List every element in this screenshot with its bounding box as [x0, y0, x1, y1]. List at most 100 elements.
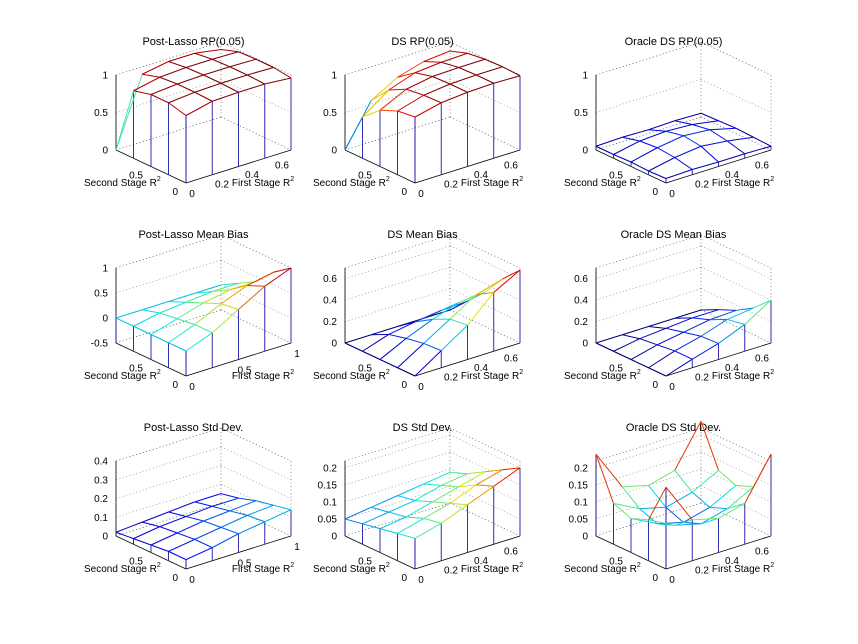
- mesh-segment: [150, 544, 169, 552]
- mesh-segment: [648, 326, 667, 329]
- mesh-segment: [238, 285, 266, 310]
- mesh-segment: [185, 100, 213, 116]
- mesh-segment: [700, 335, 719, 344]
- z-tick-label: 0.1: [574, 497, 588, 508]
- mesh-segment: [449, 484, 477, 504]
- z-tick-label: 0.5: [323, 108, 337, 119]
- mesh-segment: [203, 289, 230, 304]
- mesh-segment: [709, 506, 728, 510]
- x-axis-label: First Stage R2: [232, 369, 294, 382]
- z-gridline: [700, 79, 772, 113]
- mesh-segment: [185, 505, 213, 517]
- mesh-segment: [441, 61, 459, 68]
- x-tick-label: 0: [669, 189, 675, 200]
- axis-box-edge: [344, 234, 451, 269]
- mesh-segment: [648, 486, 667, 521]
- mesh-segment: [648, 519, 675, 526]
- mesh-segment: [744, 145, 772, 155]
- mesh-segment: [379, 516, 407, 530]
- mesh-segment: [700, 508, 728, 525]
- surface-mesh: [595, 420, 772, 569]
- mesh-segment: [709, 485, 737, 508]
- mesh-segment: [255, 58, 274, 68]
- mesh-segment: [665, 486, 693, 521]
- z-gridline: [115, 465, 222, 499]
- mesh-segment: [142, 309, 160, 314]
- mesh-segment: [665, 506, 684, 523]
- y-tick-label: 0.5: [358, 171, 372, 182]
- y-axis-label: Second Stage R2: [564, 369, 641, 382]
- x-axis-label: First Stage R2: [232, 562, 294, 575]
- mesh-segment: [449, 83, 468, 93]
- mesh-segment: [648, 469, 675, 486]
- mesh-segment: [159, 76, 178, 85]
- mesh-segment: [194, 324, 213, 334]
- mesh-segment: [639, 140, 658, 149]
- mesh-segment: [467, 292, 495, 326]
- mesh-segment: [718, 309, 737, 311]
- mesh-segment: [370, 89, 390, 101]
- mesh-segment: [159, 67, 187, 78]
- mesh-segment: [388, 333, 407, 339]
- x-tick-label: 0: [669, 575, 675, 586]
- z-gridline: [700, 288, 772, 322]
- mesh-segment: [220, 303, 239, 310]
- mesh-segment: [379, 109, 398, 112]
- mesh-segment: [735, 307, 754, 311]
- z-tick-label: 0.05: [318, 514, 338, 525]
- mesh-segment: [168, 538, 195, 552]
- mesh-segment: [440, 504, 468, 524]
- mesh-segment: [648, 485, 667, 508]
- mesh-segment: [718, 469, 737, 486]
- mesh-segment: [414, 102, 442, 118]
- mesh-segment: [344, 506, 372, 520]
- z-tick-label: 0: [582, 532, 588, 543]
- z-gridline: [595, 116, 702, 151]
- mesh-segment: [168, 102, 187, 116]
- mesh-segment: [622, 129, 649, 138]
- x-tick-label: 0.6: [504, 354, 518, 365]
- mesh-segment: [692, 124, 710, 131]
- mesh-segment: [484, 58, 503, 68]
- mesh-segment: [115, 74, 143, 151]
- z-gridline: [449, 309, 521, 344]
- z-gridline: [449, 245, 521, 279]
- surface-mesh: [595, 299, 772, 377]
- mesh-segment: [458, 58, 486, 68]
- mesh-segment: [220, 526, 239, 535]
- z-gridline: [220, 446, 292, 480]
- mesh-segment: [229, 66, 248, 76]
- mesh-segment: [238, 51, 257, 60]
- y-axis-label-sup: 2: [157, 369, 161, 376]
- surface-mesh: [595, 112, 772, 183]
- mesh-segment: [229, 58, 257, 68]
- z-gridline: [700, 309, 772, 344]
- mesh-segment: [194, 538, 213, 549]
- z-tick-label: 0.6: [323, 274, 337, 285]
- mesh-segment: [388, 72, 416, 91]
- mesh-segment: [735, 127, 754, 138]
- mesh-segment: [674, 519, 693, 526]
- mesh-segment: [674, 420, 702, 471]
- mesh-segment: [150, 94, 169, 104]
- mesh-segment: [397, 321, 416, 327]
- mesh-segment: [700, 112, 719, 122]
- mesh-segment: [613, 502, 632, 519]
- mesh-segment: [194, 501, 213, 507]
- x-axis-label: First Stage R2: [461, 176, 523, 189]
- axis-box-edge: [700, 234, 772, 269]
- mesh-segment: [440, 324, 468, 351]
- mesh-segment: [423, 94, 442, 104]
- mesh-segment: [493, 269, 521, 293]
- mesh-segment: [423, 61, 442, 63]
- mesh-segment: [397, 517, 424, 534]
- mesh-segment: [423, 50, 451, 62]
- z-tick-label: 0.2: [574, 317, 588, 328]
- x-tick-label: 0.4: [725, 556, 739, 567]
- mesh-segment: [220, 282, 239, 286]
- mesh-segment: [613, 350, 632, 360]
- x-tick-label: 0.2: [215, 180, 229, 191]
- mesh-segment: [405, 319, 433, 339]
- mesh-segment: [595, 334, 623, 344]
- z-gridline: [220, 427, 292, 462]
